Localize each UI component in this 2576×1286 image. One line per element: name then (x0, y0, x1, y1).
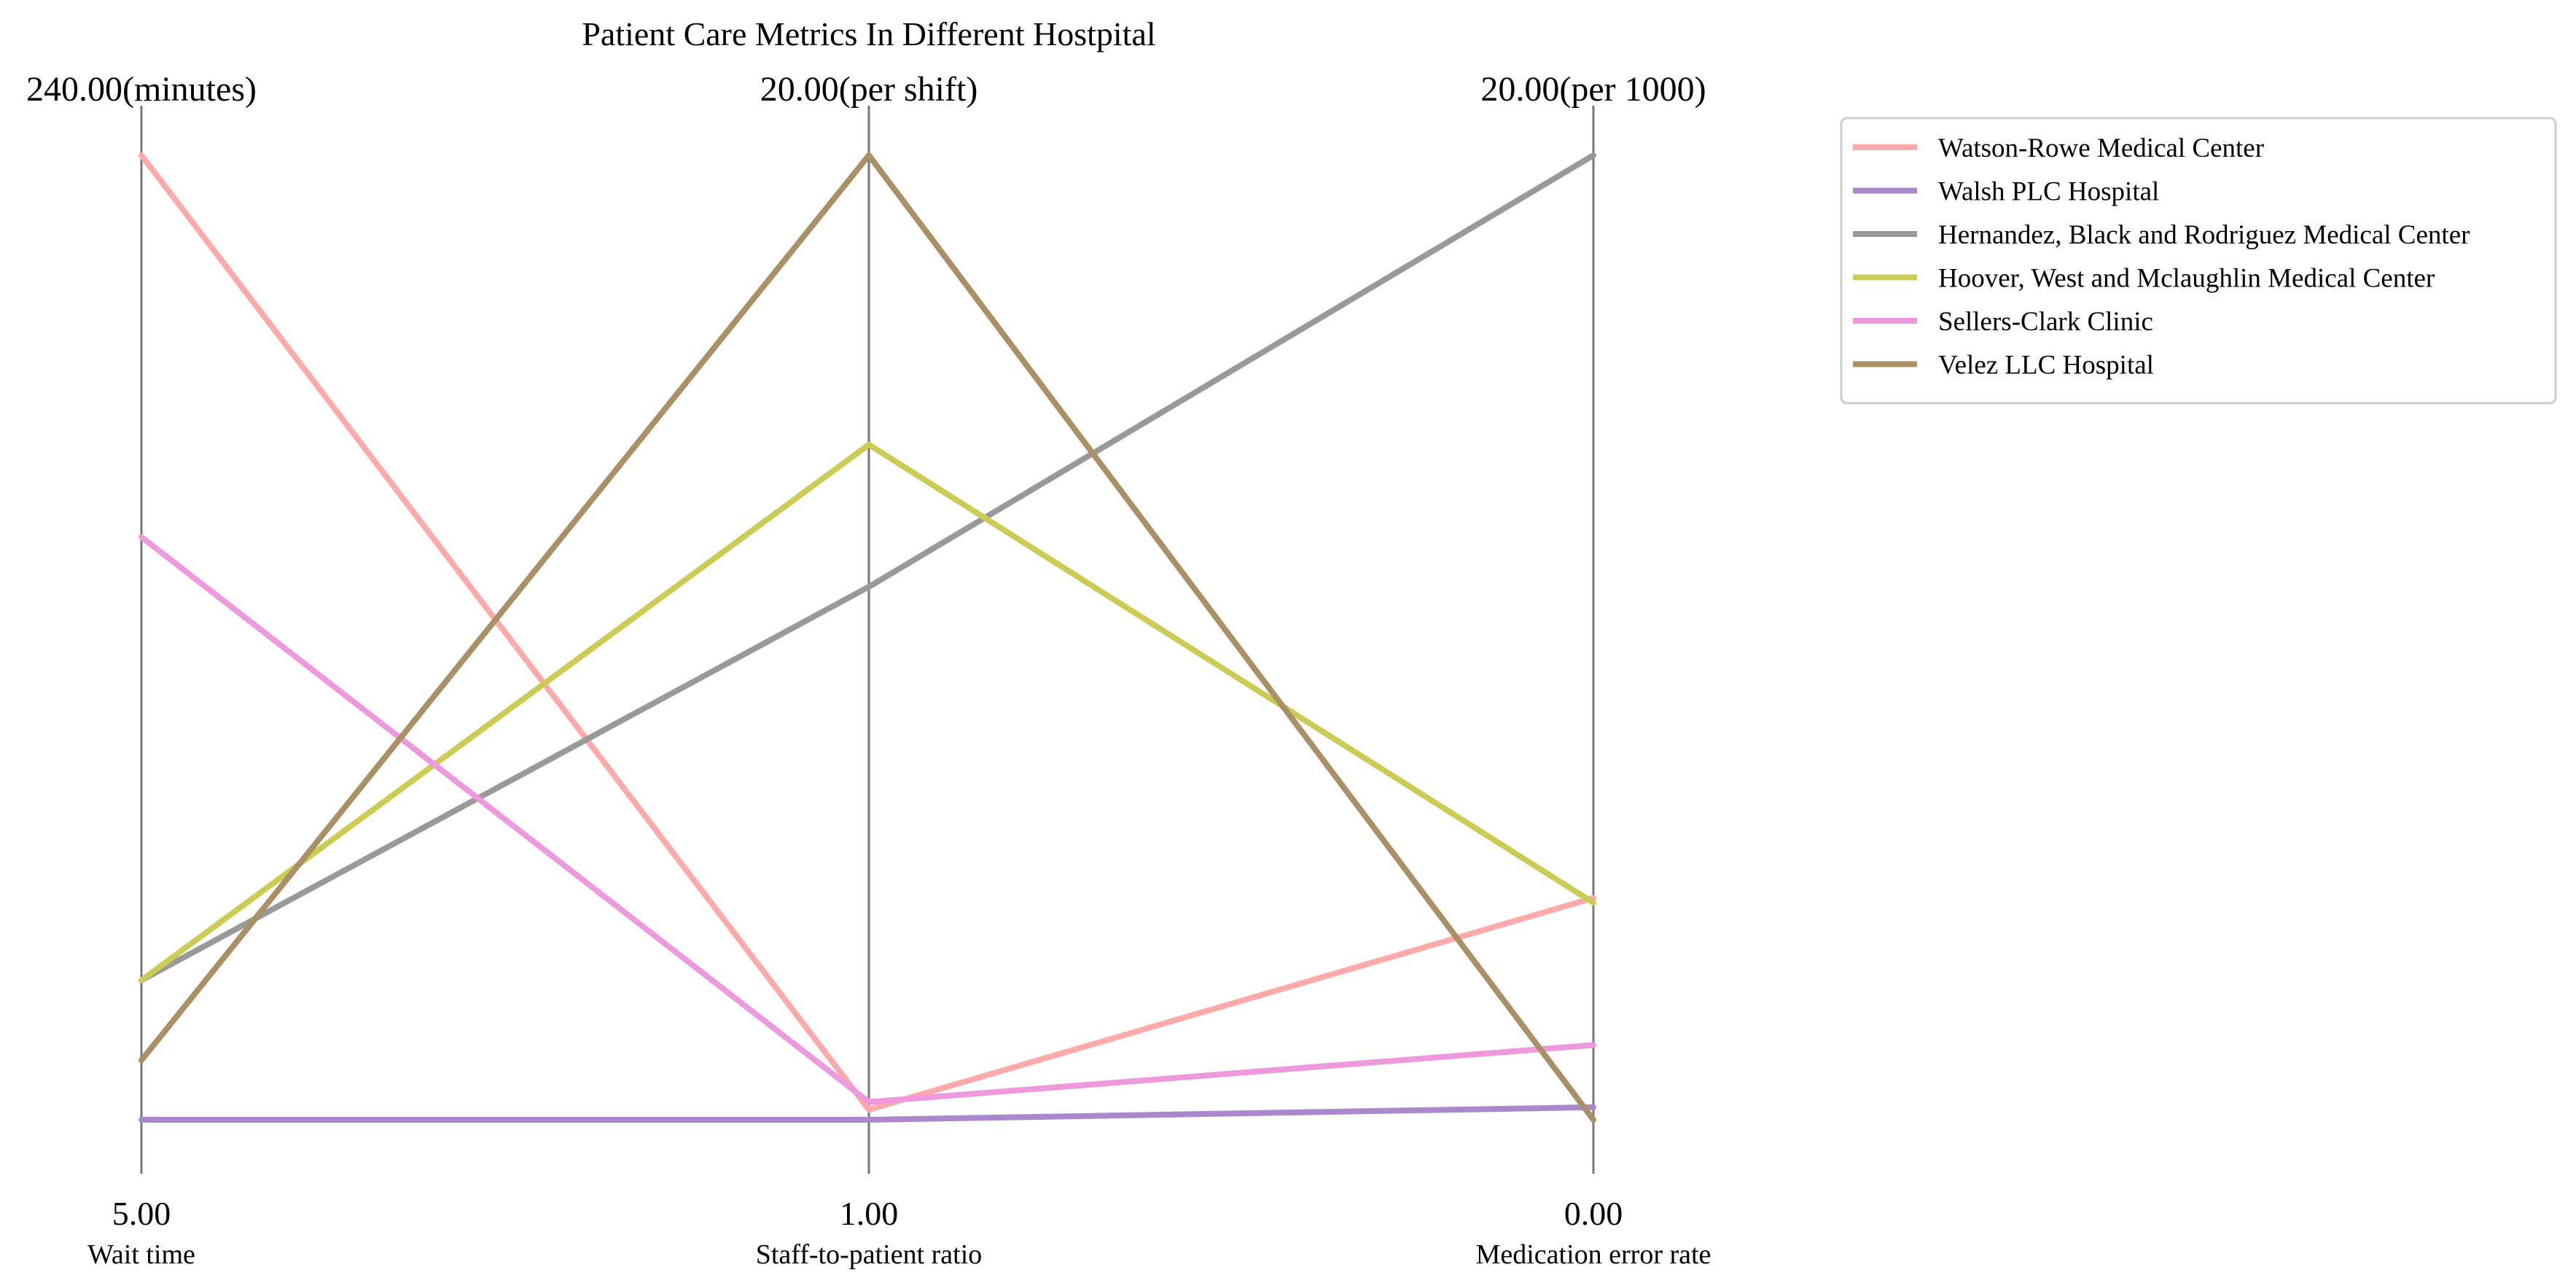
legend-label: Sellers-Clark Clinic (1938, 307, 2153, 337)
series-line (138, 152, 1596, 983)
axis-name-label: Medication error rate (1476, 1239, 1712, 1270)
series-line (138, 441, 1596, 983)
axis-max-label: 20.00(per shift) (760, 70, 978, 109)
series-line (138, 534, 1596, 1105)
axis-name-label: Staff-to-patient ratio (756, 1239, 983, 1270)
axis-min-label: 5.00 (112, 1195, 171, 1232)
chart-title: Patient Care Metrics In Different Hostpi… (582, 15, 1155, 52)
legend-box (1840, 117, 2557, 405)
axis-name-label: Wait time (87, 1239, 195, 1270)
legend-label: Watson-Rowe Medical Center (1938, 133, 2264, 163)
axis-min-label: 0.00 (1564, 1195, 1623, 1232)
legend-label: Hoover, West and Mclaughlin Medical Cent… (1938, 264, 2435, 294)
series-line (138, 152, 1596, 1113)
legend-label: Velez LLC Hospital (1938, 351, 2154, 381)
axis-min-label: 1.00 (840, 1195, 899, 1232)
legend-label: Walsh PLC Hospital (1938, 177, 2159, 207)
axis-max-label: 240.00(minutes) (26, 70, 257, 109)
series-line (138, 1104, 1596, 1123)
series-line (138, 152, 1596, 1123)
legend-label: Hernandez, Black and Rodriguez Medical C… (1938, 220, 2470, 250)
axis-max-label: 20.00(per 1000) (1480, 70, 1706, 109)
